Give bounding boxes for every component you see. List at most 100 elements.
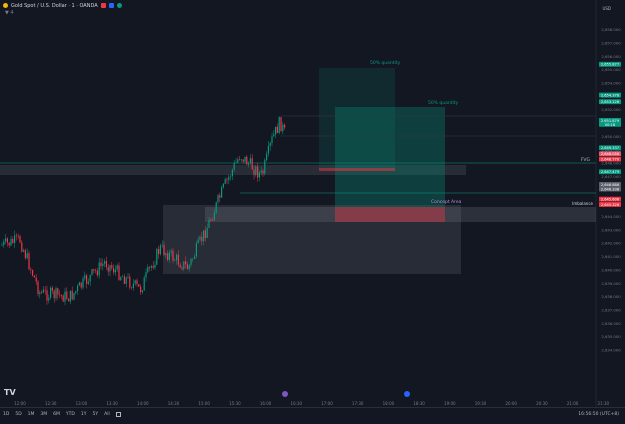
- candle-body: [57, 288, 59, 295]
- candle-body: [197, 239, 199, 244]
- timeframe-5y[interactable]: 5Y: [92, 411, 99, 417]
- timeframe-1d[interactable]: 1D: [3, 411, 10, 417]
- symbol-title[interactable]: Gold Spot / U.S. Dollar · 1 · OANDA: [11, 2, 98, 9]
- timeframe-all[interactable]: All: [104, 411, 110, 417]
- timeframe-1m[interactable]: 1M: [27, 411, 35, 417]
- annotation-50-quantity-top: 50% quantity: [370, 60, 401, 66]
- candle-body: [41, 292, 43, 294]
- candle-body: [123, 276, 125, 284]
- candle-body: [24, 250, 26, 259]
- candle-body: [114, 269, 116, 273]
- chart-header: Gold Spot / U.S. Dollar · 1 · OANDA: [0, 0, 599, 11]
- price-tag-label: 2,649.337: [601, 146, 619, 150]
- time-tick-label: 12:00: [14, 401, 26, 406]
- time-tick-label: 13:00: [76, 401, 88, 406]
- annotation-fvg: FVG: [581, 157, 591, 163]
- indicator-toggle[interactable]: ▼ 4: [5, 10, 14, 16]
- short-stop-zone: [319, 168, 395, 171]
- tradingview-logo: TV: [4, 388, 16, 397]
- price-tag: [599, 169, 621, 175]
- candle-body: [12, 238, 14, 244]
- candle-body: [122, 276, 124, 278]
- time-tick-label: 14:30: [168, 401, 180, 406]
- candle-body: [190, 258, 192, 265]
- candle-body: [174, 260, 176, 261]
- candle-body: [5, 238, 7, 242]
- time-tick-label: 17:00: [321, 401, 333, 406]
- sell-chip-icon[interactable]: [100, 3, 106, 8]
- calendar-icon[interactable]: [115, 411, 121, 417]
- candle-body: [186, 264, 188, 270]
- price-tick-label: 2,644.000: [601, 214, 621, 219]
- candle-body: [212, 220, 214, 221]
- candle-body: [134, 280, 136, 284]
- price-tag-label: 00:18: [605, 123, 616, 127]
- candle-body: [203, 230, 205, 242]
- time-tick-label: 14:00: [137, 401, 149, 406]
- price-tick-label: 2,652.000: [601, 107, 621, 112]
- candle-body: [116, 265, 118, 270]
- candle-body: [260, 170, 262, 173]
- candle-body: [89, 274, 91, 282]
- price-tag: [599, 92, 621, 98]
- candle-body: [131, 287, 133, 289]
- timeframe-6m[interactable]: 6M: [53, 411, 60, 417]
- candle-body: [91, 269, 93, 275]
- price-tick-label: 2,657.000: [601, 40, 621, 45]
- candle-body: [23, 250, 25, 252]
- candle-body: [15, 235, 17, 236]
- currency-label[interactable]: USD: [602, 6, 611, 11]
- candle-body: [152, 265, 154, 268]
- candle-body: [60, 295, 62, 296]
- candle-body: [71, 290, 73, 300]
- candle-body: [19, 236, 21, 243]
- candle-body: [77, 285, 79, 292]
- candle-body: [105, 261, 107, 268]
- candle-body: [107, 267, 109, 272]
- candle-body: [257, 166, 259, 178]
- clock-readout[interactable]: 16:56:50 (UTC+8): [578, 411, 619, 417]
- candle-body: [269, 142, 271, 147]
- candle-body: [149, 267, 151, 268]
- candle-body: [35, 277, 37, 282]
- candle-body: [102, 263, 104, 266]
- candle-body: [39, 292, 41, 295]
- buy-chip-icon[interactable]: [108, 3, 114, 8]
- candle-body: [208, 219, 210, 228]
- candle-body: [276, 126, 278, 134]
- time-tick-label: 15:30: [229, 401, 241, 406]
- price-tag-label: 2,645.606: [601, 198, 620, 202]
- candle-body: [37, 281, 39, 295]
- timeframe-ytd[interactable]: YTD: [65, 411, 75, 417]
- candle-body: [217, 195, 219, 203]
- candle-body: [100, 262, 102, 266]
- timeframe-3m[interactable]: 3M: [40, 411, 48, 417]
- news-flag-icon: [404, 391, 410, 397]
- timeframe-5d[interactable]: 5D: [15, 411, 22, 417]
- candle-body: [170, 250, 172, 253]
- candle-body: [66, 291, 68, 299]
- price-tick-label: 2,656.000: [601, 54, 621, 59]
- time-tick-label: 12:30: [45, 401, 57, 406]
- candle-body: [48, 297, 50, 301]
- candle-body: [239, 159, 241, 160]
- time-tick-label: 20:00: [505, 401, 517, 406]
- candle-body: [73, 292, 75, 300]
- gold-symbol-icon: [3, 3, 8, 8]
- price-tag-label: 2,648.056: [601, 152, 620, 156]
- candle-body: [86, 275, 88, 284]
- candle-body: [168, 252, 170, 260]
- time-tick-label: 21:00: [567, 401, 579, 406]
- price-tag-label: 2,654.378: [601, 93, 620, 97]
- candle-body: [145, 272, 147, 278]
- candle-body: [98, 262, 100, 276]
- candle-body: [280, 117, 282, 132]
- price-tick-label: 2,655.000: [601, 67, 621, 72]
- timeframe-1y[interactable]: 1Y: [80, 411, 87, 417]
- candle-body: [179, 264, 181, 268]
- candle-body: [3, 241, 5, 246]
- candle-body: [177, 254, 179, 265]
- time-tick-label: 16:30: [291, 401, 303, 406]
